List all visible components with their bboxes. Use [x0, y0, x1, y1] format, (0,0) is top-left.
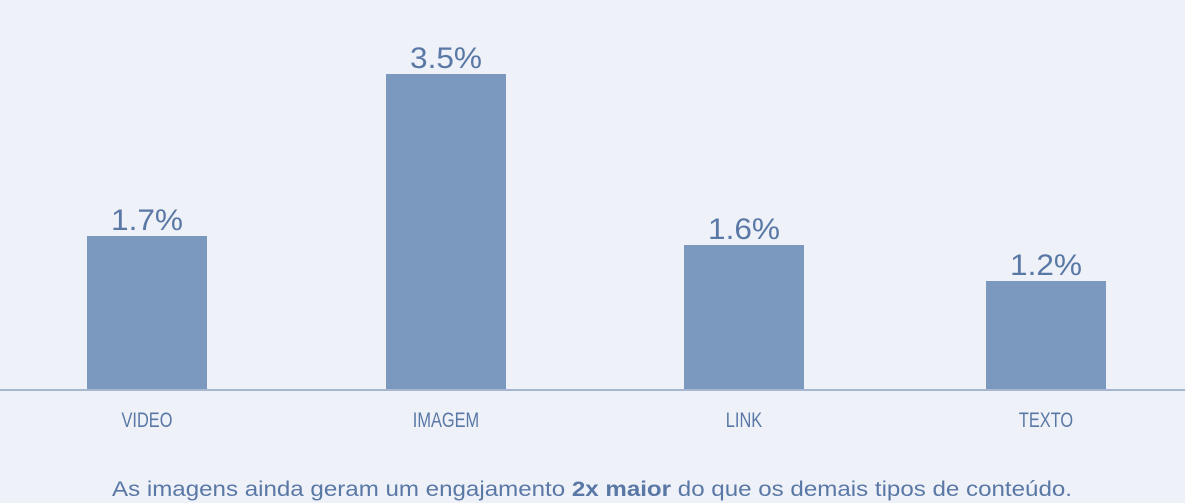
bar — [684, 245, 804, 389]
caption-part: As imagens ainda geram um engajamento — [112, 478, 565, 501]
category-label: LINK — [726, 408, 763, 431]
bar — [986, 281, 1106, 389]
category-label: TEXTO — [1019, 408, 1073, 431]
value-label: 1.7% — [111, 204, 183, 237]
value-label: 3.5% — [410, 42, 482, 75]
value-label: 1.2% — [1010, 249, 1082, 282]
bar — [87, 236, 207, 389]
value-label: 1.6% — [708, 213, 780, 246]
caption-bold: 2x maior — [572, 478, 671, 501]
category-label: VIDEO — [122, 408, 173, 431]
category-label: IMAGEM — [413, 408, 479, 431]
bar — [386, 74, 506, 389]
caption: As imagens ainda geram um engajamento 2x… — [112, 478, 1072, 501]
caption-part: do que os demais tipos de conteúdo. — [678, 478, 1072, 501]
